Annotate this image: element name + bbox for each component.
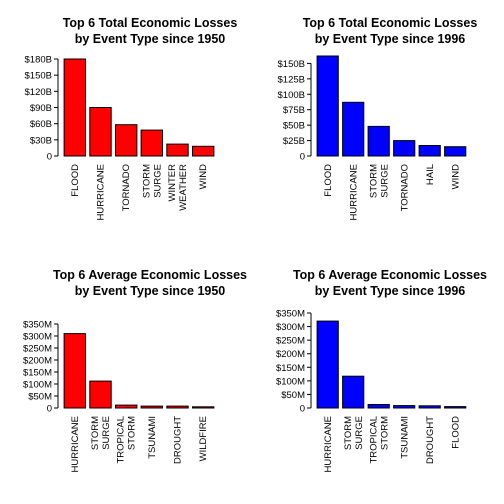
chart-title-line: Top 6 Total Economic Losses (63, 16, 238, 30)
chart-title-line: by Event Type since 1996 (315, 284, 466, 298)
y-tick-label: $150M (23, 368, 52, 379)
y-tick-label: $100B (278, 90, 305, 101)
category-label: DROUGHT (425, 416, 436, 464)
category-label: SURGE (101, 416, 112, 450)
bar-hurricane (316, 320, 339, 409)
y-tick-label: $75B (283, 105, 305, 116)
category-label: STORM (379, 416, 390, 450)
y-tick-label: $250M (276, 336, 305, 347)
y-tick-label: $150B (278, 59, 305, 70)
category-label: TORNADO (399, 164, 410, 211)
bar-storm-surge (89, 380, 112, 409)
y-tick-label: $200M (23, 356, 52, 367)
bar-hurricane (63, 333, 86, 409)
bar-drought (166, 405, 189, 409)
y-tick-label: $350M (23, 320, 52, 331)
y-tick-label: $25B (283, 136, 305, 147)
category-label: HAIL (425, 164, 436, 185)
category-label: STORM (343, 416, 354, 450)
chart-panel-1: Top 6 Total Economic Losses by Event Type… (25, 16, 238, 220)
category-label: SURGE (354, 416, 365, 450)
category-label: HURRICANE (96, 164, 107, 220)
bar-flood (316, 55, 339, 157)
category-label: FLOOD (450, 416, 461, 449)
y-tick-label: $150M (276, 363, 305, 374)
y-tick-label: $100M (23, 380, 52, 391)
bar-tsunami (140, 405, 164, 409)
y-tick-label: $100M (276, 376, 305, 387)
chart-title-line: by Event Type since 1950 (75, 284, 226, 298)
category-label: HURRICANE (70, 416, 81, 472)
bar-hail (418, 145, 441, 157)
y-tick-label: $300M (23, 332, 52, 343)
y-tick-label: $50M (28, 392, 52, 403)
chart-panel-2: Top 6 Total Economic Losses by Event Type… (278, 16, 478, 220)
bar-hurricane (342, 101, 365, 157)
category-label: STORM (127, 416, 138, 450)
category-label: STORM (90, 416, 101, 450)
category-label: SURGE (379, 164, 390, 198)
bar-winter-weather (166, 143, 189, 157)
bar-drought (418, 405, 441, 409)
category-label: SURGE (152, 164, 163, 198)
bar-tropical-storm (115, 404, 138, 409)
chart-panel-3: Top 6 Average Economic Losses by Event Ty… (23, 268, 247, 472)
y-tick-label: $350M (276, 309, 305, 320)
bar-storm-surge (140, 129, 164, 157)
category-label: TSUNAMI (399, 416, 410, 459)
y-tick-label: 0 (47, 404, 52, 415)
bar-storm-surge (367, 125, 390, 157)
y-tick-label: 0 (300, 404, 305, 415)
category-label: TROPICAL (368, 416, 379, 464)
bar-tsunami (393, 405, 416, 409)
y-tick-label: $30B (30, 135, 52, 146)
chart-title-line: Top 6 Average Economic Losses (293, 268, 487, 282)
category-label: TROPICAL (116, 416, 127, 464)
y-tick-label: $50B (283, 121, 305, 132)
bar-wind (444, 146, 467, 157)
category-label: TSUNAMI (147, 416, 158, 459)
bar-wind (192, 145, 215, 157)
category-label: HURRICANE (323, 416, 334, 472)
category-label: DROUGHT (173, 416, 184, 464)
y-tick-label: $60B (30, 119, 52, 130)
y-tick-label: $180B (25, 55, 52, 66)
y-tick-label: $150B (25, 71, 52, 82)
y-tick-label: $300M (276, 322, 305, 333)
category-label: HURRICANE (348, 164, 359, 220)
bar-tornado (115, 124, 138, 157)
chart-title-line: Top 6 Total Economic Losses (303, 16, 478, 30)
chart-title-line: by Event Type since 1950 (75, 32, 226, 46)
y-tick-label: $50M (281, 390, 305, 401)
bar-hurricane (89, 107, 112, 157)
category-label: STORM (141, 164, 152, 198)
category-label: FLOOD (70, 164, 81, 197)
y-tick-label: 0 (47, 152, 52, 163)
chart-title-line: Top 6 Average Economic Losses (53, 268, 247, 282)
category-label: WINTER (167, 164, 178, 202)
category-label: WILDFIRE (198, 416, 209, 461)
category-label: STORM (368, 164, 379, 198)
category-label: TORNADO (121, 164, 132, 211)
bar-tropical-storm (367, 404, 390, 409)
bar-flood (63, 58, 86, 157)
category-label: WEATHER (178, 164, 189, 211)
category-label: FLOOD (323, 164, 334, 197)
chart-panel-4: Top 6 Average Economic Losses by Event Ty… (276, 268, 487, 472)
category-label: WIND (198, 164, 209, 189)
y-tick-label: $250M (23, 344, 52, 355)
y-tick-label: $200M (276, 349, 305, 360)
y-tick-label: $125B (278, 74, 305, 85)
bar-flood (444, 406, 467, 409)
bar-wildfire (192, 406, 215, 409)
y-tick-label: 0 (300, 152, 305, 163)
y-tick-label: $90B (30, 103, 52, 114)
bar-tornado (393, 140, 416, 157)
y-tick-label: $120B (25, 87, 52, 98)
category-label: WIND (450, 164, 461, 189)
chart-title-line: by Event Type since 1996 (315, 32, 466, 46)
bar-storm-surge (342, 375, 365, 409)
